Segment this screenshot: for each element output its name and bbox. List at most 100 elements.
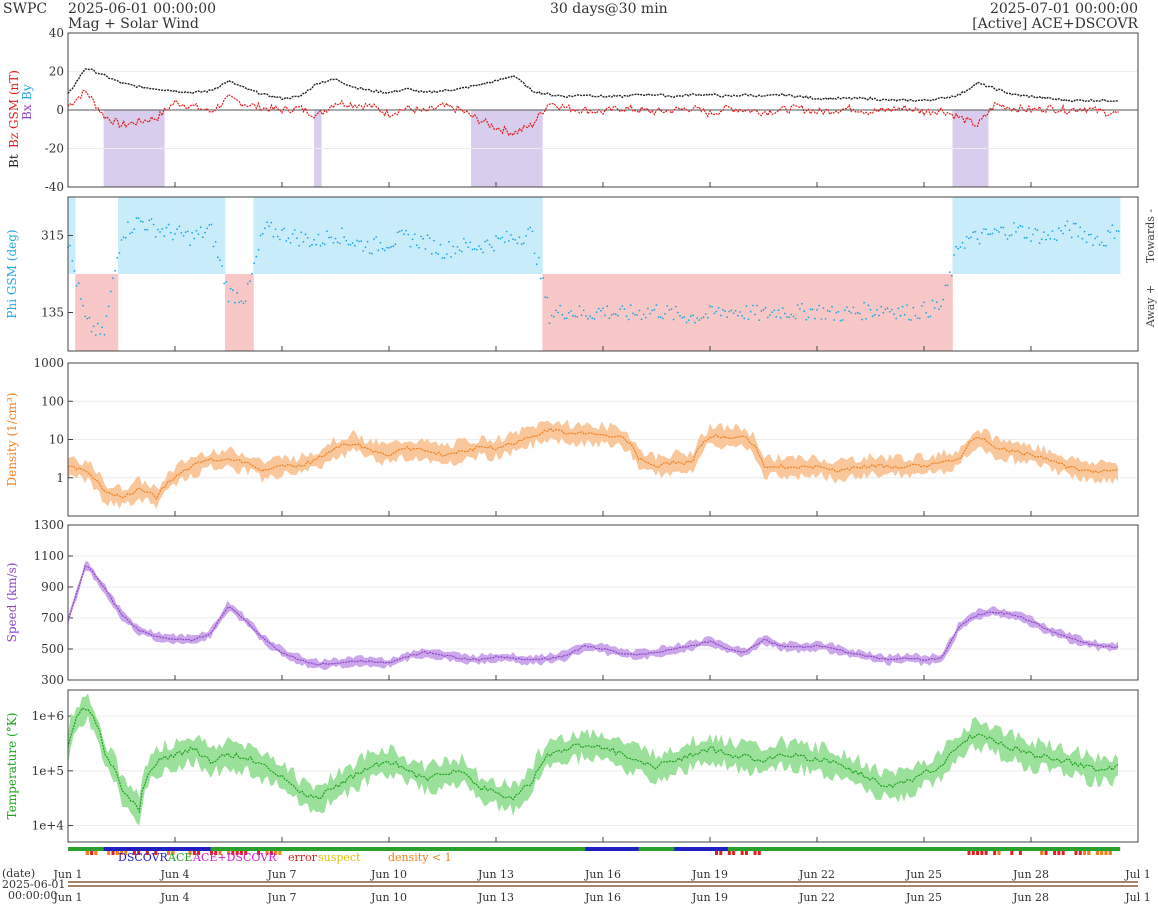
phi-point bbox=[390, 246, 392, 248]
towards-band bbox=[292, 197, 297, 274]
away-band bbox=[570, 274, 575, 351]
towards-band bbox=[995, 197, 1000, 274]
phi-point bbox=[197, 233, 200, 236]
towards-band bbox=[1109, 197, 1114, 274]
phi-point bbox=[965, 235, 968, 238]
towards-band bbox=[977, 197, 982, 274]
error-flag-mark bbox=[993, 851, 997, 855]
towards-band bbox=[438, 197, 443, 274]
phi-point bbox=[167, 223, 170, 226]
temperature-range-band bbox=[68, 693, 1118, 826]
phi-point bbox=[587, 317, 589, 320]
phi-point bbox=[839, 319, 842, 322]
phi-point bbox=[467, 246, 470, 249]
phi-point bbox=[276, 235, 279, 238]
phi-point bbox=[593, 318, 596, 320]
error-flag-mark bbox=[1018, 851, 1022, 855]
phi-point bbox=[880, 305, 883, 308]
date-axis-tick-label: Jun 7 bbox=[266, 891, 296, 904]
phi-point bbox=[82, 304, 84, 307]
error-flag-mark bbox=[1053, 851, 1057, 855]
away-band bbox=[756, 274, 761, 351]
phi-point bbox=[229, 287, 232, 290]
phi-point bbox=[510, 234, 512, 236]
phi-point bbox=[246, 282, 249, 285]
away-band bbox=[938, 274, 943, 351]
phi-point bbox=[739, 311, 741, 313]
phi-point bbox=[908, 318, 910, 321]
phi-point bbox=[1040, 238, 1043, 241]
towards-band bbox=[471, 197, 475, 274]
phi-point bbox=[824, 318, 827, 320]
phi-point bbox=[944, 284, 947, 287]
away-band bbox=[895, 274, 900, 351]
towards-band bbox=[1016, 197, 1021, 274]
phi-point bbox=[692, 314, 694, 317]
phi-point bbox=[717, 307, 720, 309]
phi-point bbox=[803, 310, 806, 313]
phi-point bbox=[726, 316, 728, 318]
towards-band bbox=[481, 197, 486, 274]
away-band bbox=[824, 274, 828, 351]
phi-point bbox=[441, 257, 444, 259]
phi-point bbox=[953, 254, 955, 256]
phi-point bbox=[133, 228, 136, 231]
phi-point bbox=[525, 235, 527, 237]
phi-point bbox=[150, 218, 153, 220]
towards-band bbox=[374, 197, 379, 274]
towards-band bbox=[449, 197, 454, 274]
towards-band bbox=[192, 197, 197, 274]
xaxis-tick-label: Jun 4 bbox=[159, 868, 189, 881]
towards-band bbox=[503, 197, 507, 274]
phi-point bbox=[537, 256, 540, 259]
phi-point bbox=[572, 314, 574, 317]
xaxis-tick-label: Jun 19 bbox=[691, 868, 728, 881]
away-band bbox=[553, 274, 557, 351]
phi-point bbox=[94, 334, 97, 336]
phi-point bbox=[341, 227, 343, 230]
phi-point bbox=[1062, 232, 1064, 235]
phi-point bbox=[426, 234, 429, 237]
towards-band bbox=[1027, 197, 1032, 274]
error-flag-mark bbox=[154, 851, 158, 855]
bz-series-line bbox=[67, 89, 1119, 137]
bt-series-line bbox=[67, 68, 1119, 103]
phi-point bbox=[323, 243, 326, 246]
towards-band bbox=[428, 197, 433, 274]
phi-point bbox=[745, 305, 748, 307]
phi-point bbox=[422, 237, 425, 240]
away-band bbox=[581, 274, 586, 351]
towards-band bbox=[196, 197, 201, 274]
phi-point bbox=[548, 322, 551, 325]
away-band bbox=[685, 274, 689, 351]
phi-point bbox=[985, 228, 987, 231]
error-flag-mark bbox=[209, 851, 213, 855]
towards-band bbox=[260, 197, 265, 274]
towards-band bbox=[257, 197, 261, 274]
towards-band bbox=[952, 197, 957, 274]
phi-point bbox=[921, 305, 923, 307]
towards-band bbox=[1073, 197, 1078, 274]
phi-point bbox=[1117, 230, 1120, 233]
phi-point bbox=[75, 285, 78, 287]
date-axis-tick-label: Jun 13 bbox=[477, 891, 514, 904]
towards-band bbox=[535, 197, 540, 274]
away-band bbox=[603, 274, 607, 351]
phi-point bbox=[933, 307, 936, 309]
phi-point bbox=[225, 281, 228, 283]
phi-point bbox=[1109, 231, 1112, 234]
phi-point bbox=[1021, 225, 1024, 228]
phi-point bbox=[713, 312, 716, 315]
phi-point bbox=[73, 270, 76, 272]
phi-point bbox=[161, 228, 164, 230]
towards-band bbox=[538, 197, 543, 274]
error-flag-mark bbox=[231, 851, 235, 855]
towards-band bbox=[1055, 197, 1060, 274]
phi-point bbox=[127, 221, 129, 224]
phi-point bbox=[818, 304, 820, 307]
towards-band bbox=[289, 197, 293, 274]
phi-point bbox=[634, 313, 636, 316]
phi-point bbox=[762, 308, 765, 311]
away-band bbox=[642, 274, 647, 351]
towards-band bbox=[153, 197, 158, 274]
